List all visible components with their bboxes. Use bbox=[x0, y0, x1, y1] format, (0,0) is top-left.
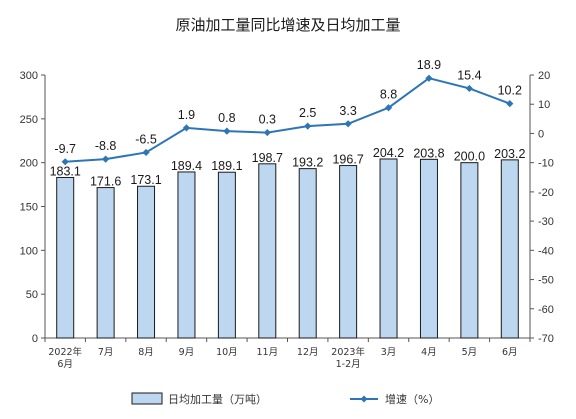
line-value-label: -6.5 bbox=[135, 132, 157, 146]
x-tick-label: 2023年 bbox=[331, 346, 365, 358]
bar-value-label: 200.0 bbox=[454, 150, 485, 164]
bar bbox=[379, 158, 398, 339]
left-tick-label: 200 bbox=[20, 158, 38, 170]
line-value-label: 18.9 bbox=[417, 58, 441, 72]
right-tick-label: -10 bbox=[538, 158, 554, 170]
bar bbox=[419, 158, 438, 339]
x-tick-label: 2022年 bbox=[48, 346, 82, 358]
x-tick-label: 8月 bbox=[138, 347, 154, 358]
right-tick-label: -30 bbox=[538, 216, 554, 228]
bar bbox=[217, 171, 236, 339]
x-tick-label: 3月 bbox=[381, 347, 397, 358]
line-value-label: 0.8 bbox=[218, 111, 235, 125]
left-tick-label: 150 bbox=[20, 202, 38, 214]
line-point bbox=[142, 148, 150, 157]
legend-line-marker bbox=[360, 395, 368, 403]
bar bbox=[96, 187, 115, 339]
bar bbox=[339, 165, 358, 339]
bar-value-label: 203.8 bbox=[413, 146, 444, 160]
bar-value-label: 171.6 bbox=[90, 175, 121, 189]
legend-line-label: 增速（%） bbox=[385, 392, 439, 406]
line-value-label: 8.8 bbox=[380, 88, 397, 102]
bar bbox=[56, 176, 75, 339]
right-tick-label: -70 bbox=[538, 333, 554, 345]
line-value-label: -8.8 bbox=[95, 139, 117, 153]
left-tick-label: 50 bbox=[26, 289, 38, 301]
x-tick-label: 5月 bbox=[462, 347, 478, 358]
line-value-label: 0.3 bbox=[259, 113, 276, 127]
line-point bbox=[61, 158, 69, 166]
line-series bbox=[61, 74, 514, 166]
x-tick-label: 7月 bbox=[98, 347, 114, 358]
line-value-label: 10.2 bbox=[498, 84, 522, 98]
legend-bar-label: 日均加工量（万吨） bbox=[168, 393, 267, 406]
line-point bbox=[384, 104, 393, 112]
right-tick-label: 20 bbox=[538, 70, 550, 82]
bar-value-label: 204.2 bbox=[373, 146, 404, 160]
line-value-label: -9.7 bbox=[54, 142, 76, 156]
axes: 050100150200250300-70-60-50-40-30-20-100… bbox=[20, 70, 554, 370]
bar bbox=[258, 163, 277, 339]
x-tick-label: 11月 bbox=[256, 347, 278, 358]
legend: 日均加工量（万吨） 增速（%） bbox=[131, 392, 439, 406]
bar bbox=[137, 185, 156, 339]
bar-value-label: 193.2 bbox=[292, 156, 323, 170]
growth-line bbox=[65, 77, 511, 163]
bar-value-label: 196.7 bbox=[332, 153, 363, 167]
right-tick-label: 10 bbox=[538, 99, 550, 111]
bar bbox=[298, 168, 317, 339]
bar-value-label: 189.4 bbox=[171, 159, 202, 173]
line-point bbox=[263, 128, 271, 137]
x-tick-label: 4月 bbox=[421, 347, 437, 358]
legend-bar-swatch bbox=[131, 392, 163, 405]
right-tick-label: -60 bbox=[538, 304, 554, 316]
bar bbox=[460, 162, 479, 339]
bar-value-label: 198.7 bbox=[252, 151, 283, 165]
bar-value-label: 183.1 bbox=[50, 164, 81, 178]
line-point bbox=[182, 124, 191, 132]
bar bbox=[500, 159, 519, 339]
bar-value-label: 189.1 bbox=[211, 159, 242, 173]
right-tick-label: -40 bbox=[538, 245, 554, 257]
bar-value-label: 173.1 bbox=[130, 173, 161, 187]
line-point bbox=[425, 74, 433, 82]
line-value-label: 1.9 bbox=[178, 108, 195, 122]
line-point bbox=[223, 127, 231, 135]
x-tick-label: 12月 bbox=[297, 347, 319, 358]
right-tick-label: 0 bbox=[538, 128, 544, 140]
line-point bbox=[506, 100, 514, 108]
x-tick-label: 1-2月 bbox=[336, 359, 361, 370]
x-tick-label: 10月 bbox=[216, 347, 238, 358]
x-tick-label: 6月 bbox=[502, 347, 518, 358]
left-tick-label: 300 bbox=[20, 70, 38, 82]
line-point bbox=[102, 155, 110, 163]
left-tick-label: 0 bbox=[32, 333, 38, 345]
data-labels: 183.1 171.6 173.1 189.4 189.1 198.7 193.2 196.7… bbox=[50, 58, 526, 188]
line-value-label: 3.3 bbox=[339, 104, 356, 118]
right-tick-label: -50 bbox=[538, 275, 554, 287]
chart-title: 原油加工量同比增速及日均加工量 bbox=[175, 16, 400, 34]
bar bbox=[177, 171, 196, 339]
line-point bbox=[465, 84, 473, 93]
x-tick-label: 6月 bbox=[57, 359, 73, 370]
bar-value-label: 203.2 bbox=[494, 147, 525, 161]
left-tick-label: 100 bbox=[20, 245, 38, 257]
line-point bbox=[344, 120, 352, 128]
right-tick-label: -20 bbox=[538, 187, 554, 199]
x-tick-label: 9月 bbox=[179, 347, 195, 358]
line-point bbox=[304, 122, 312, 130]
left-tick-label: 250 bbox=[20, 114, 38, 126]
line-value-label: 15.4 bbox=[457, 68, 481, 82]
bar-series bbox=[56, 158, 519, 339]
line-value-label: 2.5 bbox=[299, 106, 316, 120]
